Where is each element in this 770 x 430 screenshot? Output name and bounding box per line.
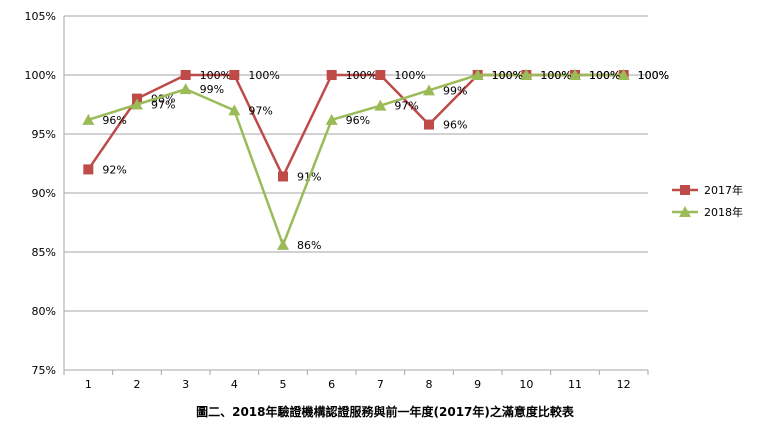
data-point-s1-8: [424, 119, 434, 130]
data-label-s1-8: 96%: [443, 119, 467, 132]
data-point-s2-7: [374, 99, 387, 111]
x-tick-label: 8: [426, 378, 433, 391]
x-tick-label: 9: [474, 378, 481, 391]
data-point-s2-3: [179, 83, 192, 95]
series-line-2: [87, 73, 624, 247]
data-point-s2-12: [617, 69, 630, 80]
y-tick-label: 95%: [32, 128, 56, 141]
legend-marker-2: [679, 206, 691, 217]
legend-marker-1: [680, 185, 690, 195]
data-label-s2-2: 97%: [151, 99, 175, 112]
data-label-s2-11: 100%: [589, 69, 620, 82]
data-label-s2-5: 86%: [297, 239, 321, 252]
x-tick-label: 6: [328, 378, 335, 391]
data-label-s1-2: 98%: [151, 93, 175, 106]
y-tick-label: 105%: [25, 10, 56, 23]
y-tick-label: 90%: [32, 187, 56, 200]
data-point-s2-6: [325, 113, 338, 125]
data-point-s1-4: [229, 70, 240, 80]
data-point-s2-10: [520, 69, 533, 80]
data-label-s1-12: 100%: [638, 69, 669, 82]
data-label-s2-8: 99%: [443, 84, 467, 97]
data-point-s2-5: [277, 238, 289, 250]
data-point-s1-6: [326, 70, 337, 80]
data-point-s1-1: [83, 164, 94, 175]
data-point-s2-8: [423, 84, 435, 96]
legend-label-2: 2018年: [704, 205, 743, 219]
legend-label-1: 2017年: [704, 183, 743, 197]
x-tick-label: 12: [617, 378, 631, 391]
data-label-s2-4: 97%: [248, 104, 272, 117]
data-label-s2-6: 96%: [346, 114, 370, 127]
y-tick-label: 85%: [32, 246, 56, 259]
data-point-s2-4: [228, 104, 241, 116]
data-point-s2-9: [471, 69, 484, 80]
data-label-s1-6: 100%: [346, 69, 377, 82]
data-label-s2-3: 99%: [200, 83, 224, 96]
x-tick-label: 11: [568, 378, 582, 391]
x-tick-label: 4: [231, 378, 238, 391]
x-tick-label: 7: [377, 378, 384, 391]
data-point-s1-3: [180, 70, 191, 80]
data-label-s1-3: 100%: [200, 69, 231, 82]
data-label-s2-9: 100%: [492, 69, 523, 82]
data-label-s2-10: 100%: [540, 69, 571, 82]
data-point-s1-5: [278, 171, 288, 182]
data-label-s1-7: 100%: [394, 69, 425, 82]
x-tick-label: 5: [280, 378, 287, 391]
chart-caption: 圖二、2018年驗證機構認證服務與前一年度(2017年)之滿意度比較表: [196, 404, 575, 419]
data-label-s2-12: 100%: [638, 69, 669, 82]
y-tick-label: 80%: [32, 305, 56, 318]
x-tick-label: 3: [182, 378, 189, 391]
x-tick-label: 2: [134, 378, 141, 391]
x-tick-label: 10: [519, 378, 533, 391]
data-point-s1-7: [375, 70, 386, 80]
data-label-s2-7: 97%: [394, 100, 418, 113]
x-tick-label: 1: [85, 378, 92, 391]
data-point-s2-1: [82, 113, 95, 125]
data-label-s2-1: 96%: [102, 114, 126, 127]
data-label-s1-4: 100%: [248, 69, 279, 82]
data-point-s2-2: [131, 98, 143, 110]
data-point-s2-11: [569, 69, 581, 80]
data-label-s1-1: 92%: [102, 163, 126, 176]
y-tick-label: 75%: [32, 364, 56, 377]
y-tick-label: 100%: [25, 69, 56, 82]
